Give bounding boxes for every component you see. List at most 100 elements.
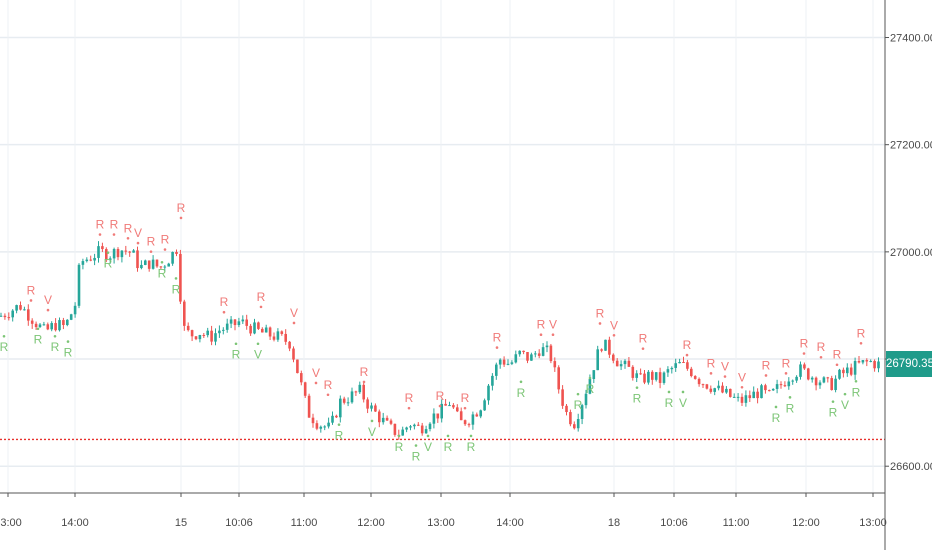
signal-dot [641,347,645,350]
candle-body [448,405,451,407]
time-tick-label: 13:00 [427,517,455,529]
candle-body [222,329,225,331]
signal-v-down: V [44,293,52,307]
signal-dot [539,333,543,337]
candle-body [342,398,346,403]
candle-body [764,385,767,391]
candle-body [545,345,549,348]
signal-r-down: R [110,218,119,232]
candle-body [268,327,272,337]
candle-body [159,266,163,268]
signal-r-down: R [833,348,842,362]
signal-dot [370,419,374,423]
candle-body [549,345,553,362]
candle-body [7,317,11,319]
signal-dot [438,404,442,408]
candle-body [666,369,670,373]
candle-body [541,347,545,356]
candle-body [584,393,588,406]
signal-dot [819,355,823,359]
candle-body [276,331,280,340]
signal-dot [709,372,713,375]
candle-body [116,249,120,258]
candle-body [73,305,77,315]
candle-body [385,417,389,421]
candle-body [128,251,131,253]
candle-body [190,330,194,337]
signal-dot [469,434,473,438]
signal-r-up: R [852,385,861,399]
candle-body [795,376,798,381]
signal-v-down: V [312,366,320,380]
candle-body [725,388,728,393]
candle-body [654,372,658,380]
candle-body [717,385,720,389]
signal-dot [598,322,602,325]
price-tick-label: 27200.00 [890,140,932,152]
signal-r-up: R [829,406,838,420]
candle-body [608,339,611,355]
time-axis[interactable]: 13:00 14:00 15 10:06 11:00 12:00 13:00 14:00 18 1… [0,493,887,529]
candle-body [771,388,775,391]
time-tick-label: 12:00 [792,517,820,529]
candle-body [853,361,857,375]
candle-body [534,353,537,355]
time-tick-label: 11:00 [723,517,750,529]
signal-r-up: R [444,440,453,454]
candle-body [846,367,849,374]
candle-body [101,246,104,250]
candle-body [296,359,299,374]
signal-dot [179,216,183,220]
candle-body [487,385,490,401]
candle-body [483,400,486,411]
signal-dot [292,321,296,325]
candle-body [30,320,34,324]
signal-dot [314,381,318,385]
signal-r-down: R [257,290,266,304]
candle-body [635,373,638,378]
candle-body [401,429,404,436]
candle-body [456,407,459,412]
time-tick-label: 15 [175,517,187,529]
signal-r-up: R [158,266,167,280]
signal-dot [160,260,164,264]
candle-body [77,264,81,306]
signal-r-up: R [412,450,421,464]
candle-body [810,377,814,380]
candle-body [471,414,475,425]
signal-v-down: V [738,370,746,384]
candle-body [89,259,92,261]
candle-body [284,333,287,342]
signal-r-down: R [683,338,692,352]
candle-body [253,322,256,334]
candle-body [678,362,681,364]
candle-body [651,371,654,380]
signal-r-up: R [586,382,595,396]
candle-body [440,403,443,419]
candle-body [288,341,291,349]
candle-body [237,321,241,326]
candle-body [405,427,408,430]
candle-body [85,259,89,262]
time-tick-label: 10:06 [225,517,253,529]
signal-r-down: R [800,336,809,350]
signal-r-up: R [574,398,583,412]
signal-v-down: V [134,226,142,240]
signal-dot [802,352,806,355]
candle-body [658,372,662,383]
candle-body [643,373,646,383]
candle-body [631,366,635,378]
candle-body [736,396,740,398]
candle-body [690,368,693,377]
candle-body [842,369,845,374]
candle-body [865,360,869,362]
candle-body [818,382,822,386]
candle-body [120,250,124,258]
signal-dot [723,375,727,378]
signal-dot [66,340,70,343]
signal-r-down: R [493,331,502,345]
signal-r-down: R [220,295,229,309]
candle-body [526,352,529,361]
